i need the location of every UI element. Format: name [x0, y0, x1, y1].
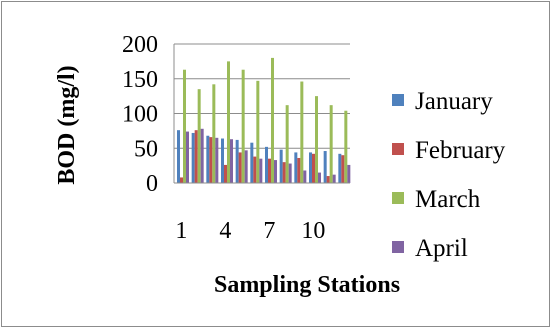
x-tick-label-7: 7 [263, 218, 275, 244]
bar-january-station-5 [235, 139, 239, 183]
bar-march-station-3 [212, 84, 216, 183]
y-tick-label-100: 100 [122, 102, 158, 128]
y-tick-label-0: 0 [146, 171, 158, 197]
bar-march-station-2 [197, 89, 201, 183]
bar-february-station-2 [194, 130, 198, 183]
bar-april-station-8 [288, 163, 292, 183]
bar-april-station-2 [200, 128, 204, 183]
bar-march-station-6 [256, 80, 260, 183]
bar-march-station-8 [285, 105, 289, 183]
bar-january-station-2 [191, 132, 195, 183]
bar-april-station-4 [230, 139, 233, 183]
x-tick-label-4: 4 [219, 218, 231, 244]
bar-january-station-3 [206, 135, 210, 183]
y-tick-label-200: 200 [122, 32, 158, 58]
bar-january-station-4 [221, 138, 224, 183]
bar-april-station-6 [259, 158, 263, 183]
y-tick-label-150: 150 [122, 67, 158, 93]
legend-label-february: February [415, 137, 506, 164]
bar-february-station-6 [253, 156, 257, 183]
bar-march-station-10 [315, 96, 318, 183]
bar-february-station-1 [180, 177, 183, 183]
bar-february-station-8 [282, 162, 286, 183]
bar-april-station-10 [318, 172, 321, 183]
bar-april-station-5 [244, 150, 248, 183]
bar-march-station-7 [271, 57, 274, 183]
bar-january-station-11 [323, 151, 327, 183]
x-tick-label-1: 1 [175, 218, 187, 244]
bar-march-station-5 [241, 69, 245, 183]
bar-april-station-3 [215, 137, 219, 183]
bar-march-station-9 [300, 81, 304, 183]
y-tick-label-50: 50 [134, 136, 158, 162]
bar-april-station-12 [347, 164, 351, 183]
bar-january-station-6 [250, 142, 254, 183]
bar-january-station-8 [279, 149, 283, 183]
legend-swatch-april [392, 241, 404, 253]
bar-february-station-9 [297, 157, 301, 183]
bar-february-station-5 [238, 152, 242, 183]
legend-label-march: March [415, 186, 481, 213]
bar-february-station-12 [341, 155, 345, 183]
bar-february-station-10 [312, 153, 315, 183]
bar-april-station-7 [274, 160, 277, 183]
bar-january-station-12 [338, 153, 342, 183]
bar-march-station-12 [344, 110, 348, 183]
bar-january-station-10 [309, 152, 312, 183]
legend-label-april: April [415, 235, 468, 262]
x-axis-title: Sampling Stations [214, 272, 400, 298]
y-axis-title: BOD (mg/l) [54, 65, 80, 184]
bar-april-station-11 [332, 174, 336, 183]
bar-january-station-9 [294, 152, 298, 183]
bar-february-station-3 [209, 137, 213, 183]
bar-february-station-11 [326, 176, 330, 183]
bar-march-station-4 [227, 61, 230, 183]
bar-january-station-1 [177, 130, 180, 183]
x-tick-label-10: 10 [301, 218, 325, 244]
legend-swatch-march [392, 192, 404, 204]
bar-march-station-1 [183, 69, 186, 183]
bar-april-station-1 [186, 131, 189, 183]
bar-february-station-7 [268, 158, 271, 183]
legend-swatch-february [392, 143, 404, 155]
bar-february-station-4 [224, 164, 227, 183]
bar-january-station-7 [265, 146, 268, 183]
bar-march-station-11 [329, 105, 333, 183]
bar-april-station-9 [303, 170, 307, 183]
legend-label-january: January [415, 88, 493, 115]
legend-swatch-january [392, 94, 404, 106]
